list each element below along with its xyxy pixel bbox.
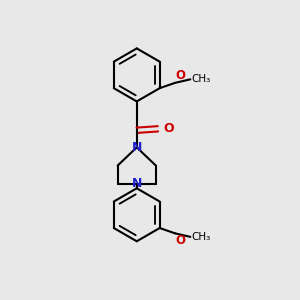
Text: O: O <box>176 234 186 247</box>
Text: CH₃: CH₃ <box>191 232 211 242</box>
Text: N: N <box>132 177 142 190</box>
Text: O: O <box>163 122 174 135</box>
Text: N: N <box>132 141 142 154</box>
Text: CH₃: CH₃ <box>191 74 211 84</box>
Text: O: O <box>176 69 186 82</box>
